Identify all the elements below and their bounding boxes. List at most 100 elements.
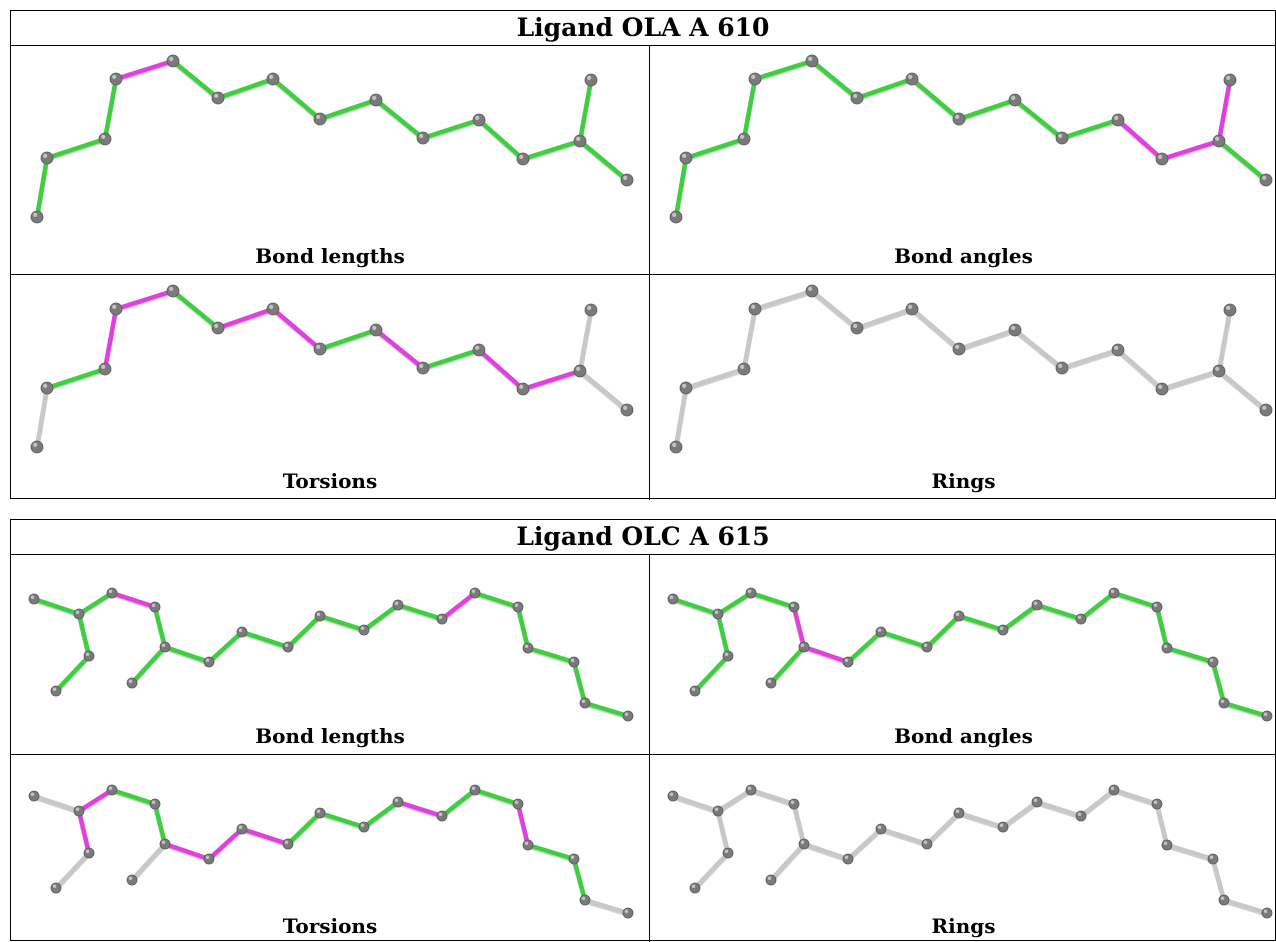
bond-ok [1154, 604, 1170, 651]
bond-ok [102, 76, 119, 142]
bond-ok [31, 596, 82, 617]
bond-outlier [76, 808, 92, 856]
bond-none [854, 306, 915, 331]
bond-ok [239, 629, 291, 650]
atom [211, 321, 225, 335]
atom [1223, 73, 1237, 87]
bond-ok [1216, 138, 1269, 183]
bond-ok [715, 611, 731, 659]
atom-highlight [800, 643, 805, 647]
atom-highlight [475, 115, 480, 120]
atom-highlight [581, 699, 586, 703]
atom [1223, 303, 1237, 317]
atom [620, 403, 634, 417]
atom-highlight [360, 823, 365, 827]
panel-title: Ligand OLA A 610 [11, 11, 1275, 46]
bond-ok [285, 810, 323, 847]
atom [953, 807, 965, 819]
atom [997, 624, 1009, 636]
atom [584, 303, 598, 317]
bond-none [1216, 307, 1233, 374]
bond-outlier [1115, 117, 1165, 162]
atom-highlight [161, 643, 166, 647]
bond-ok [515, 604, 531, 651]
atom-highlight [419, 133, 424, 138]
atom [236, 823, 248, 835]
atom-highlight [112, 304, 117, 309]
atom [745, 784, 757, 796]
bond-ok [924, 613, 962, 650]
atom-highlight [790, 800, 795, 804]
atom [282, 838, 294, 850]
ligand-panel-ola-a-610: Ligand OLA A 610 Bond lengths Bond angle… [10, 10, 1276, 500]
bond-ok [748, 590, 797, 610]
bond-ok [361, 799, 401, 830]
bond-outlier [206, 826, 245, 862]
atom-highlight [394, 601, 399, 605]
bond-ok [1000, 602, 1040, 633]
atom [765, 874, 777, 886]
bond-ok [317, 810, 367, 830]
atom [469, 784, 481, 796]
atom-highlight [1262, 175, 1267, 180]
atom-highlight [1220, 896, 1225, 900]
atom-highlight [43, 153, 48, 158]
cell-caption: Bond lengths [255, 724, 405, 748]
atom [722, 847, 734, 859]
atom-highlight [1263, 909, 1268, 913]
atom [416, 131, 430, 145]
bond-ok [741, 76, 758, 142]
bond-ok [476, 117, 526, 162]
atom-highlight [955, 612, 960, 616]
atom [50, 685, 62, 697]
atom [1108, 784, 1120, 796]
atom-highlight [790, 603, 795, 607]
atom-highlight [724, 849, 729, 853]
atom-highlight [1153, 800, 1158, 804]
atom [579, 894, 591, 906]
atom-highlight [581, 896, 586, 900]
bond-ok [162, 644, 212, 665]
atom-highlight [672, 212, 677, 217]
atom-highlight [128, 679, 133, 683]
bond-ok [1078, 590, 1117, 622]
cell-bond-lengths: Bond lengths [11, 46, 649, 274]
bond-outlier [162, 841, 212, 862]
atom [620, 173, 634, 187]
bond-none [809, 288, 860, 331]
atom [1218, 697, 1230, 709]
atom [369, 323, 383, 337]
bond-ok [109, 787, 158, 807]
atom-highlight [1226, 305, 1231, 310]
atom [1259, 403, 1273, 417]
atom [126, 677, 138, 689]
atom-highlight [1215, 366, 1220, 371]
atom [573, 134, 587, 148]
atom [83, 847, 95, 859]
atom [842, 853, 854, 865]
atom-highlight [372, 325, 377, 330]
atom-highlight [438, 812, 443, 816]
atom [28, 790, 40, 802]
atom-highlight [524, 644, 529, 648]
bond-outlier [270, 306, 323, 352]
atom-highlight [1158, 384, 1163, 389]
atom [522, 642, 534, 654]
atom [1108, 587, 1120, 599]
bond-ok [152, 604, 168, 650]
bond-outlier [395, 799, 445, 819]
molecule-diagram [30, 54, 634, 224]
bond-ok [44, 366, 108, 391]
atom [584, 73, 598, 87]
atom [40, 381, 54, 395]
bond-none [1012, 327, 1065, 371]
atom-highlight [624, 909, 629, 913]
atom [748, 72, 762, 86]
bond-ok [1111, 590, 1160, 610]
atom-highlight [1226, 75, 1231, 80]
atom-highlight [394, 798, 399, 802]
atom-highlight [316, 344, 321, 349]
atom-highlight [747, 786, 752, 790]
atom [788, 601, 800, 613]
bond-none [909, 306, 962, 352]
